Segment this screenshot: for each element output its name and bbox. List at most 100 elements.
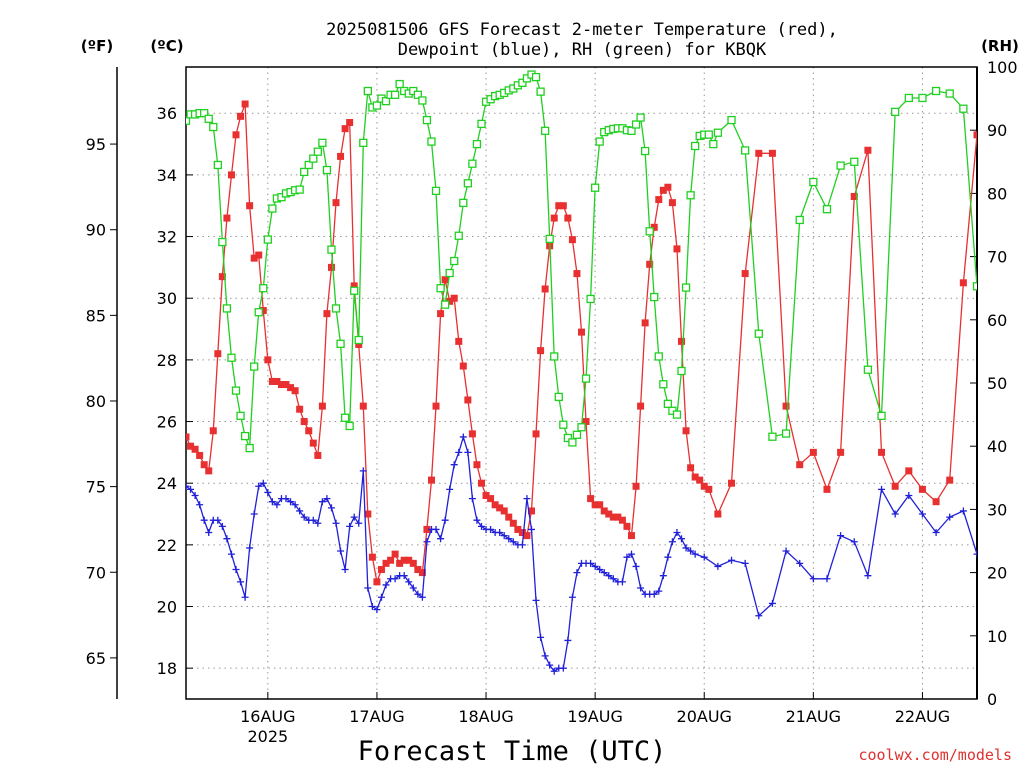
f-tick-label: 65 xyxy=(86,649,106,668)
dewpoint-point xyxy=(505,535,513,543)
c-tick-label: 20 xyxy=(157,598,177,617)
rh-tick-label: 30 xyxy=(987,500,1007,519)
dewpoint-point xyxy=(573,569,581,577)
temperature-point xyxy=(655,196,663,204)
temperature-point xyxy=(373,578,381,586)
temperature-point xyxy=(196,451,204,459)
rh-tick-label: 90 xyxy=(987,121,1007,140)
dewpoint-point xyxy=(218,522,226,530)
f-tick-label: 80 xyxy=(86,392,106,411)
dewpoint-point xyxy=(537,633,545,641)
rh-point xyxy=(359,138,368,147)
dewpoint-point xyxy=(291,501,299,509)
temperature-point xyxy=(691,473,699,481)
rh-point xyxy=(472,139,482,149)
rh-tick-label: 40 xyxy=(987,437,1007,456)
c-tick-label: 28 xyxy=(157,351,177,370)
rh-point xyxy=(568,438,577,447)
dewpoint-point xyxy=(186,482,190,490)
temperature-point xyxy=(264,356,272,364)
temperature-point xyxy=(487,495,495,503)
temperature-point xyxy=(550,214,558,222)
rh-point xyxy=(350,286,359,295)
temperature-point xyxy=(959,279,967,287)
rh-point xyxy=(300,167,309,177)
x-tick-label: 21AUG xyxy=(786,707,841,726)
x-tick-label: 19AUG xyxy=(567,707,622,726)
dewpoint-point xyxy=(364,584,372,592)
temperature-point xyxy=(728,479,736,487)
temperature-point xyxy=(609,513,617,521)
dewpoint-point xyxy=(227,550,235,558)
f-tick-label: 95 xyxy=(86,135,106,154)
rh-point xyxy=(186,116,191,125)
credit-text: coolwx.com/models xyxy=(858,746,1012,764)
temperature-point xyxy=(741,270,749,278)
dewpoint-point xyxy=(850,538,858,546)
dewpoint-point xyxy=(714,562,722,570)
temperature-point xyxy=(555,202,563,210)
rh-point xyxy=(781,429,791,438)
dewpoint-point xyxy=(200,516,208,524)
rh-point xyxy=(672,410,682,419)
temperature-point xyxy=(568,236,576,244)
rh-point xyxy=(454,231,463,240)
dewpoint-point xyxy=(346,522,354,530)
dewpoint-point xyxy=(500,532,508,540)
rh-point xyxy=(331,304,341,313)
temperature-point xyxy=(473,461,481,469)
dewpoint-point xyxy=(232,566,240,574)
dewpoint-point xyxy=(377,593,385,601)
dewpoint-point xyxy=(591,562,599,570)
temperature-point xyxy=(605,510,613,518)
dewpoint-point xyxy=(441,516,449,524)
temperature-point xyxy=(878,448,886,456)
temperature-point xyxy=(337,152,345,160)
dewpoint-point xyxy=(368,603,376,611)
c-tick-label: 32 xyxy=(157,228,177,247)
temperature-point xyxy=(368,553,376,561)
dewpoint-point xyxy=(541,652,549,660)
dewpoint-point xyxy=(823,575,831,583)
temperature-point xyxy=(350,282,358,290)
temperature-point xyxy=(527,507,535,515)
dewpoint-point xyxy=(432,525,440,533)
dewpoint-point xyxy=(323,495,331,503)
temperature-point xyxy=(464,396,472,404)
rh-point xyxy=(540,126,550,135)
rh-point xyxy=(595,137,604,146)
dewpoint-point xyxy=(523,495,531,503)
c-tick-label: 30 xyxy=(157,289,177,308)
rh-tick-label: 60 xyxy=(987,311,1007,330)
temperature-point xyxy=(241,100,249,108)
dewpoint-point xyxy=(273,501,281,509)
rh-point xyxy=(677,366,686,376)
temperature-point xyxy=(382,559,390,567)
c-tick-label: 22 xyxy=(157,536,177,555)
dewpoint-point xyxy=(246,544,254,552)
temperature-point xyxy=(678,337,686,345)
dewpoint-point xyxy=(400,572,408,580)
dewpoint-point xyxy=(623,553,631,561)
temperature-point xyxy=(973,131,977,139)
temperature-point xyxy=(600,507,608,515)
rh-point xyxy=(227,353,236,362)
temperature-point xyxy=(578,328,585,336)
dewpoint-point xyxy=(196,501,204,509)
rh-point xyxy=(309,154,318,163)
temperature-point xyxy=(632,482,640,490)
dewpoint-point xyxy=(468,495,476,503)
temperature-point xyxy=(823,485,831,493)
rh-point xyxy=(863,365,873,374)
dewpoint-point xyxy=(237,578,245,586)
temperature-point xyxy=(614,513,622,521)
temperature-point xyxy=(468,430,476,438)
temperature-point xyxy=(214,350,222,358)
rh-point xyxy=(713,128,723,137)
dewpoint-point xyxy=(473,516,481,524)
temperature-point xyxy=(291,387,299,395)
rh-tick-label: 70 xyxy=(987,248,1007,267)
temperature-point xyxy=(400,556,408,564)
temperature-point xyxy=(277,381,285,389)
dewpoint-point xyxy=(527,525,535,533)
